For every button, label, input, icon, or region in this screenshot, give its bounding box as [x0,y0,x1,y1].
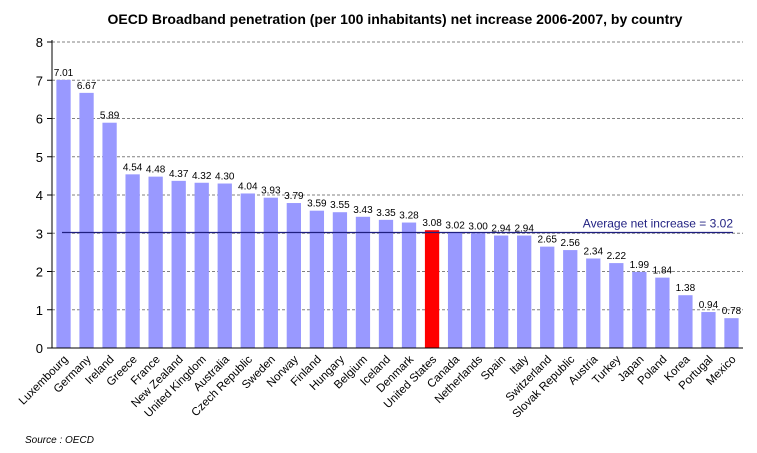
bar [102,122,117,349]
bar [217,183,232,348]
value-label: 4.37 [169,169,189,180]
y-tick-label: 4 [36,188,43,203]
y-tick-label: 1 [36,303,43,318]
value-label: 3.00 [468,221,488,232]
bar [678,295,693,348]
value-label: 3.93 [261,186,281,197]
value-label: 1.38 [676,283,696,294]
chart-title: OECD Broadband penetration (per 100 inha… [108,11,683,27]
bar [401,222,417,348]
bar [632,271,647,348]
bar [194,182,209,348]
axes [51,40,743,349]
bar [355,216,371,348]
bar [540,246,555,348]
value-label: 7.01 [54,68,74,79]
value-label: 4.30 [215,172,235,183]
bar [586,258,601,348]
bar [79,92,94,348]
value-label: 3.79 [284,191,304,202]
y-tick-label: 8 [36,35,43,50]
average-label: Average net increase = 3.02 [583,216,734,230]
value-label: 2.94 [514,224,534,235]
y-tick-label: 5 [36,150,43,165]
value-label: 3.43 [353,205,373,216]
value-label: 2.94 [491,224,511,235]
value-label: 4.04 [238,181,258,192]
y-tick-label: 7 [36,73,43,88]
value-label: 2.34 [584,246,604,257]
y-axis-ticks: 0 1 2 3 4 5 6 7 8 [36,35,52,356]
value-label: 2.22 [607,251,627,262]
value-label: 3.28 [399,211,419,222]
bar [563,250,578,348]
bar [309,210,325,348]
category-labels: LuxembourgGermanyIrelandGreeceFranceNew … [17,353,739,420]
value-label: 1.84 [653,266,673,277]
category-label: Spain [479,354,508,383]
y-tick-label: 2 [36,265,43,280]
bar [609,263,624,348]
average-annotation: Average net increase = 3.02 [62,216,734,234]
source-note: Source : OECD [25,435,94,446]
value-label: 0.78 [722,306,742,317]
y-tick-label: 0 [36,341,43,356]
value-label: 4.32 [192,171,212,182]
bar [240,193,255,348]
value-label: 4.54 [123,162,143,173]
bar [517,235,532,348]
bar [286,203,301,348]
bar [378,219,394,348]
value-label: 3.55 [330,200,350,211]
bar [470,233,486,348]
value-label: 5.89 [100,111,120,122]
value-label: 3.02 [445,220,465,231]
bar [655,277,670,348]
bar [263,197,278,348]
value-label: 2.65 [537,235,557,246]
bar [701,312,716,348]
bar [424,230,440,348]
bar [125,174,140,348]
value-label: 3.59 [307,199,327,210]
value-labels: 7.016.67 5.89 4.54 4.48 4.37 4.32 4.304.04 3.93… [54,68,742,317]
bar [447,232,463,348]
value-label: 1.99 [630,260,650,271]
bar [332,212,348,348]
value-label: 3.35 [376,208,396,219]
bar [56,79,71,349]
bar [724,318,739,348]
bar [494,235,509,348]
value-label: 2.56 [561,238,581,249]
value-label: 6.67 [77,81,97,92]
gridlines [52,41,743,311]
y-tick-label: 6 [36,112,43,127]
value-label: 0.94 [699,300,719,311]
bar [148,176,163,348]
value-label: 4.48 [146,165,166,176]
bar [171,180,186,348]
value-label: 3.08 [422,218,442,229]
bars [56,79,739,349]
y-tick-label: 3 [36,226,43,241]
